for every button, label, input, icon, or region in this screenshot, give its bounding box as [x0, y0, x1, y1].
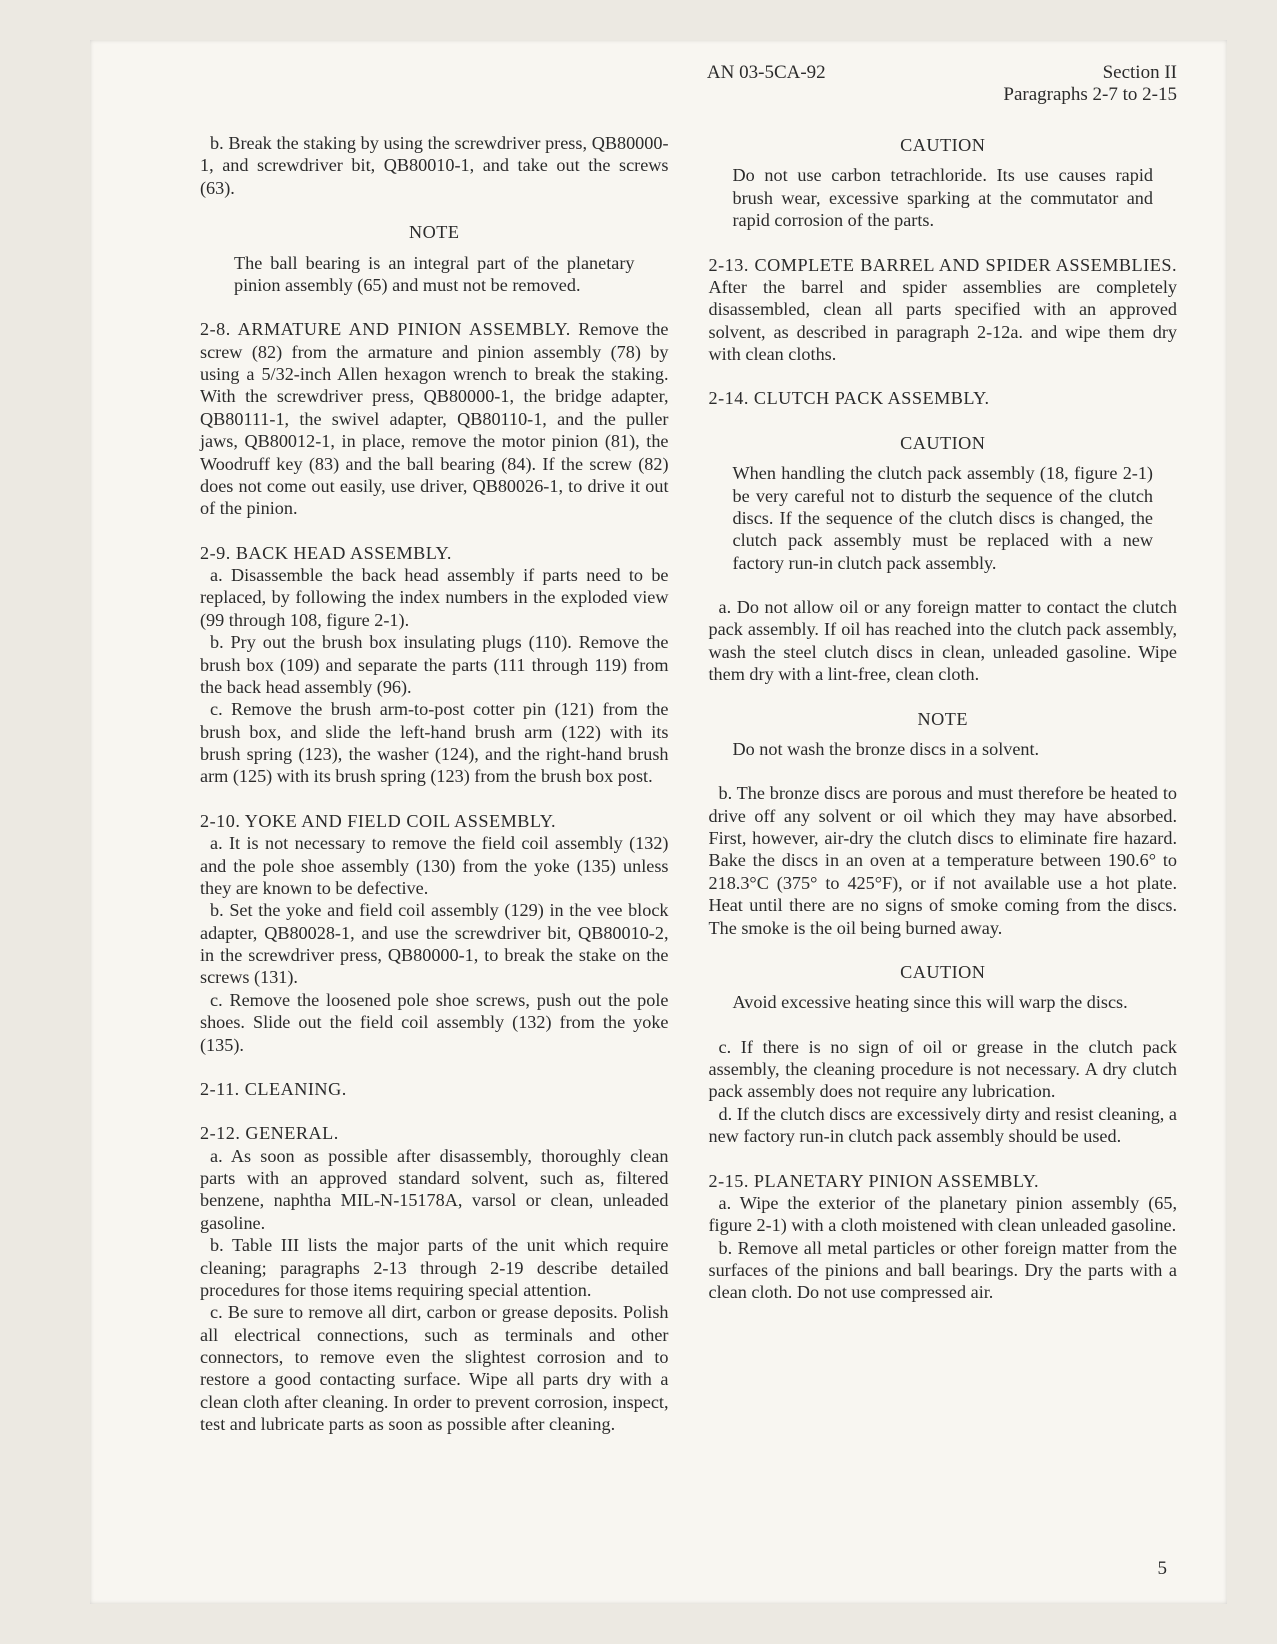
caution-heading-1: CAUTION: [709, 134, 1178, 156]
para-2-10-c: c. Remove the loosened pole shoe screws,…: [200, 989, 669, 1056]
page-header: AN 03-5CA-92 Section II: [200, 62, 1177, 84]
right-column: CAUTION Do not use carbon tetrachloride.…: [709, 132, 1178, 1436]
caution-body-1: Do not use carbon tetrachloride. Its use…: [733, 164, 1154, 231]
para-2-12-c: c. Be sure to remove all dirt, carbon or…: [200, 1301, 669, 1435]
para-2-15-a: a. Wipe the exterior of the planetary pi…: [709, 1192, 1178, 1237]
para-2-7-b: b. Break the staking by using the screwd…: [200, 132, 669, 199]
caution-body-3: Avoid excessive heating since this will …: [733, 991, 1154, 1013]
section-2-13-title: 2-13. COMPLETE BARREL AND SPIDER ASSEMBL…: [709, 255, 1178, 275]
para-2-12-a: a. As soon as possible after disassembly…: [200, 1145, 669, 1235]
para-2-14-d: d. If the clutch discs are excessively d…: [709, 1103, 1178, 1148]
para-2-12-b: b. Table III lists the major parts of th…: [200, 1234, 669, 1301]
caution-body-2: When handling the clutch pack assembly (…: [733, 462, 1154, 574]
left-column: b. Break the staking by using the screwd…: [200, 132, 669, 1436]
para-2-9-a: a. Disassemble the back head assembly if…: [200, 564, 669, 631]
para-2-9-b: b. Pry out the brush box insulating plug…: [200, 631, 669, 698]
note-heading: NOTE: [200, 221, 669, 243]
paragraph-range: Paragraphs 2-7 to 2-15: [200, 84, 1177, 106]
caution-heading-3: CAUTION: [709, 961, 1178, 983]
para-2-14-a: a. Do not allow oil or any foreign matte…: [709, 596, 1178, 686]
section-2-9-title: 2-9. BACK HEAD ASSEMBLY.: [200, 542, 669, 564]
section-label: Section II: [1103, 62, 1177, 84]
section-2-11-title: 2-11. CLEANING.: [200, 1078, 669, 1100]
note-body: The ball bearing is an integral part of …: [234, 252, 635, 297]
note-body-2: Do not wash the bronze discs in a solven…: [733, 738, 1154, 760]
para-2-9-c: c. Remove the brush arm-to-post cotter p…: [200, 698, 669, 788]
section-2-10-title: 2-10. YOKE AND FIELD COIL ASSEMBLY.: [200, 810, 669, 832]
caution-heading-2: CAUTION: [709, 432, 1178, 454]
section-2-13-body: After the barrel and spider assemblies a…: [709, 277, 1178, 364]
note-heading-2: NOTE: [709, 708, 1178, 730]
para-2-14-b: b. The bronze discs are porous and must …: [709, 782, 1178, 939]
para-2-15-b: b. Remove all metal particles or other f…: [709, 1237, 1178, 1304]
para-2-14-c: c. If there is no sign of oil or grease …: [709, 1036, 1178, 1103]
document-page: AN 03-5CA-92 Section II Paragraphs 2-7 t…: [90, 40, 1227, 1604]
section-2-15-title: 2-15. PLANETARY PINION ASSEMBLY.: [709, 1170, 1178, 1192]
page-number: 5: [1158, 1558, 1168, 1580]
section-2-14-title: 2-14. CLUTCH PACK ASSEMBLY.: [709, 387, 1178, 409]
para-2-10-a: a. It is not necessary to remove the fie…: [200, 832, 669, 899]
para-2-10-b: b. Set the yoke and field coil assembly …: [200, 899, 669, 989]
section-2-8-title: 2-8. ARMATURE AND PINION ASSEMBLY.: [200, 319, 571, 339]
section-2-12-title: 2-12. GENERAL.: [200, 1122, 669, 1144]
two-column-body: b. Break the staking by using the screwd…: [200, 132, 1177, 1436]
section-2-8-body: Remove the screw (82) from the armature …: [200, 319, 669, 518]
doc-code: AN 03-5CA-92: [200, 62, 1103, 84]
